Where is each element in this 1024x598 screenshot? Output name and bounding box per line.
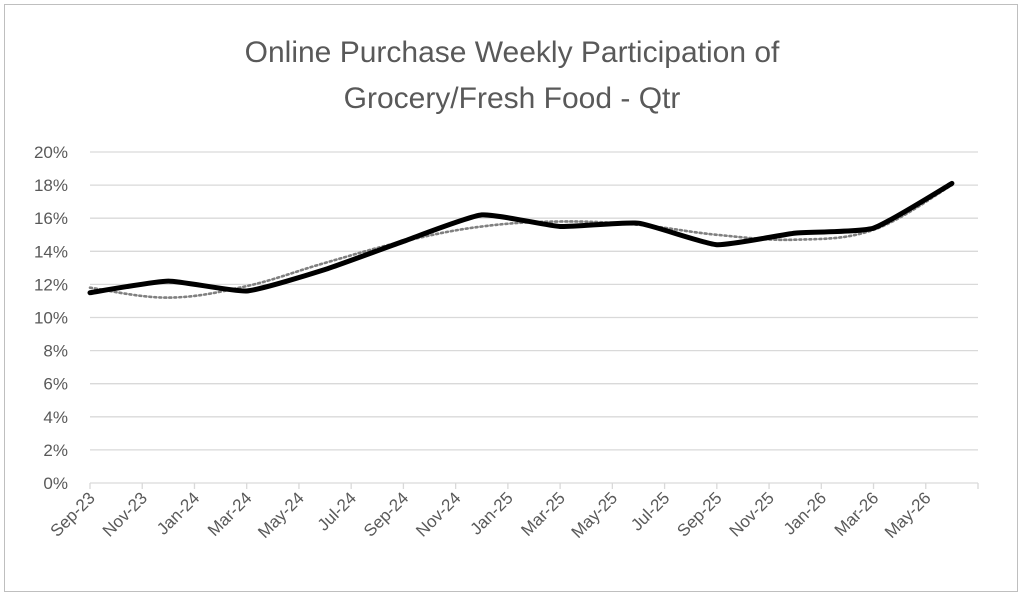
y-tick-label: 16% (34, 209, 68, 228)
x-tick-label: Mar-26 (831, 488, 883, 540)
y-tick-label: 12% (34, 275, 68, 294)
x-tick-label: Sep-23 (47, 488, 99, 540)
y-tick-label: 0% (43, 474, 68, 493)
y-tick-label: 8% (43, 342, 68, 361)
y-tick-label: 4% (43, 408, 68, 427)
y-tick-label: 2% (43, 441, 68, 460)
y-tick-label: 14% (34, 242, 68, 261)
x-tick-label: Nov-25 (726, 488, 778, 540)
x-tick-label: May-24 (254, 488, 308, 542)
x-tick-label: Jul-25 (627, 488, 673, 534)
x-tick-label: Jul-24 (314, 488, 360, 534)
chart-title-line-2: Grocery/Fresh Food - Qtr (343, 82, 681, 115)
chart-title-line-1: Online Purchase Weekly Participation of (244, 36, 780, 69)
x-tick-label: May-25 (568, 488, 622, 542)
x-tick-label: Jan-26 (780, 488, 830, 538)
series (87, 180, 955, 299)
y-tick-label: 10% (34, 309, 68, 328)
x-tick-label: May-26 (881, 488, 935, 542)
trend-line (88, 183, 954, 299)
series-line (87, 180, 955, 296)
y-tick-label: 18% (34, 176, 68, 195)
y-axis-tick-labels: 0% 2% 4% 6% 8% 10% 12% 14% 16% 18% 20% (34, 143, 68, 493)
y-tick-label: 20% (34, 143, 68, 162)
y-tick-label: 6% (43, 375, 68, 394)
axes (89, 482, 979, 489)
chart-title: Online Purchase Weekly Participation of … (0, 30, 1024, 122)
x-tick-label: Jan-24 (153, 488, 203, 538)
gridlines (90, 151, 978, 451)
main-series (87, 180, 955, 296)
chart-frame (4, 4, 1018, 592)
x-tick-label: Nov-23 (99, 488, 151, 540)
trend-series (88, 183, 954, 299)
x-tick-label: Sep-25 (673, 488, 725, 540)
x-tick-label: Nov-24 (412, 488, 464, 540)
x-tick-label: Jan-25 (467, 488, 517, 538)
x-tick-label: Mar-24 (204, 488, 256, 540)
x-tick-label: Sep-24 (360, 488, 412, 540)
x-tick-label: Mar-25 (517, 488, 569, 540)
